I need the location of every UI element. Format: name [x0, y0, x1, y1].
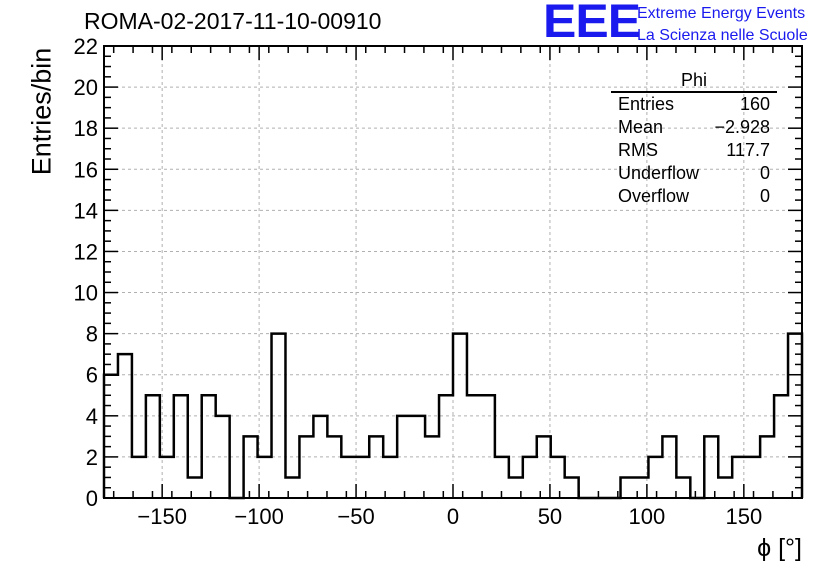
logo-line-1: Extreme Energy Events	[637, 5, 806, 22]
histogram-bin	[676, 477, 690, 498]
stats-label: RMS	[618, 140, 658, 160]
histogram-bin	[621, 477, 635, 498]
histogram-bin	[146, 395, 160, 498]
stats-row: RMS 117.7	[611, 139, 777, 162]
histogram-bin	[369, 436, 383, 498]
stats-label: Entries	[618, 94, 675, 114]
stats-label: Overflow	[618, 186, 690, 206]
histogram-bin	[467, 395, 481, 498]
histogram-bin	[132, 457, 146, 498]
y-tick-label: 2	[86, 445, 98, 470]
histogram-bin	[551, 457, 565, 498]
y-tick-label: 0	[86, 486, 98, 511]
stats-value: 160	[739, 94, 770, 114]
histogram-bin	[565, 477, 579, 498]
stats-row: Overflow 0	[611, 185, 777, 208]
y-tick-label: 22	[74, 34, 98, 59]
x-tick-label: −50	[337, 504, 374, 529]
x-tick-label: 50	[538, 504, 562, 529]
histogram-bin	[118, 354, 132, 498]
histogram-bin	[439, 395, 453, 498]
stats-box: Phi Entries 160 Mean −2.928 RMS 117.7 Un…	[611, 70, 777, 208]
histogram-bin	[718, 477, 732, 498]
histogram-bin	[244, 436, 258, 498]
histogram-bin	[299, 436, 313, 498]
histogram-bin	[341, 457, 355, 498]
y-tick-label: 10	[74, 281, 98, 306]
histogram-bin	[648, 457, 662, 498]
stats-row: Entries 160	[611, 93, 777, 116]
histogram-bin	[174, 395, 188, 498]
y-tick-label: 8	[86, 322, 98, 347]
stats-label: Underflow	[618, 163, 700, 183]
y-tick-label: 16	[74, 157, 98, 182]
y-tick-label: 18	[74, 116, 98, 141]
histogram-bin	[216, 416, 230, 498]
histogram-bin	[760, 436, 774, 498]
histogram-bin	[425, 436, 439, 498]
stats-value: −2.928	[714, 117, 770, 137]
stats-row: Underflow 0	[611, 162, 777, 185]
histogram-bin	[704, 436, 718, 498]
y-tick-label: 20	[74, 75, 98, 100]
y-tick-label: 12	[74, 239, 98, 264]
y-axis-label: Entries/bin	[26, 47, 57, 176]
stats-title: Phi	[611, 70, 777, 93]
histogram-bin	[188, 477, 202, 498]
histogram-bin	[774, 395, 788, 498]
histogram-bin	[662, 436, 676, 498]
y-tick-label: 14	[74, 198, 98, 223]
eee-logo: EEE	[543, 0, 641, 48]
histogram-bin	[327, 436, 341, 498]
y-tick-label: 4	[86, 404, 98, 429]
stats-value: 0	[759, 186, 770, 206]
x-tick-label: 100	[629, 504, 666, 529]
y-tick-label: 6	[86, 363, 98, 388]
stats-value: 117.7	[726, 140, 770, 160]
histogram-bin	[355, 457, 369, 498]
histogram-outline	[102, 332, 804, 500]
stats-value: 0	[759, 163, 770, 183]
chart-title: ROMA-02-2017-11-10-00910	[84, 8, 382, 34]
histogram-bin	[523, 457, 537, 498]
logo-caption: Extreme Energy Events La Scienza nelle S…	[637, 3, 808, 47]
logo-line-2: La Scienza nelle Scuole	[637, 27, 808, 44]
x-tick-label: −150	[137, 504, 187, 529]
stats-label: Mean	[618, 117, 664, 137]
x-axis-label: ϕ [°]	[757, 534, 802, 562]
x-tick-label: 0	[447, 504, 459, 529]
x-tick-label: 150	[725, 504, 762, 529]
histogram-bin	[202, 395, 216, 498]
histogram-bin	[537, 436, 551, 498]
x-tick-label: −100	[234, 504, 284, 529]
histogram-bin	[481, 395, 495, 498]
stats-row: Mean −2.928	[611, 116, 777, 139]
